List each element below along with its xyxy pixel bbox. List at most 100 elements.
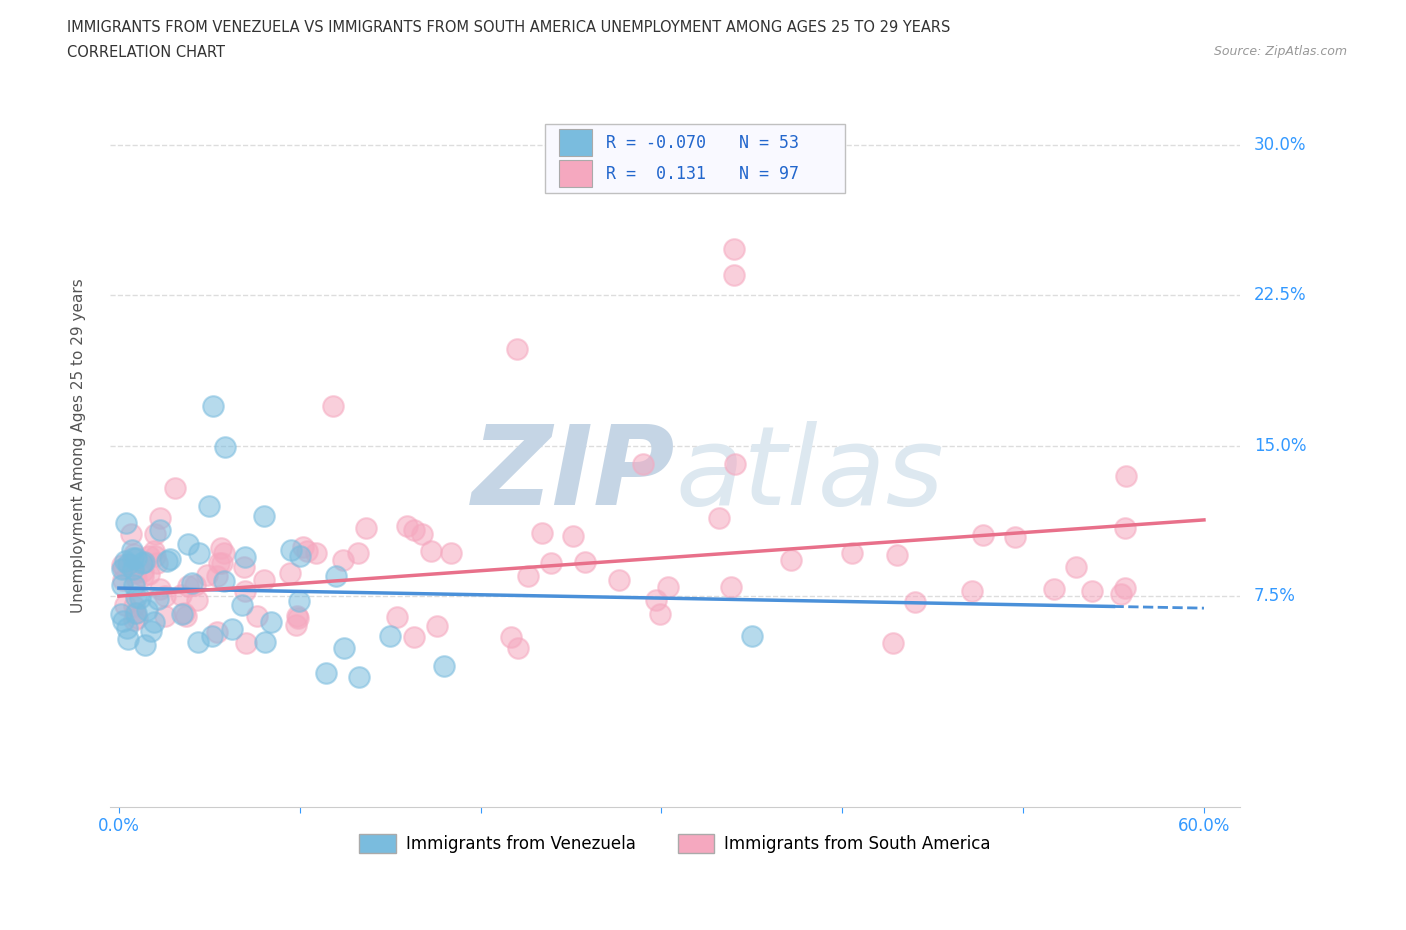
- Point: [212, 574, 235, 589]
- Point: [188, 546, 211, 561]
- Point: [111, 562, 134, 577]
- Point: [562, 528, 585, 543]
- Point: [174, 608, 197, 623]
- Point: [205, 625, 228, 640]
- Point: [138, 566, 160, 581]
- Text: 22.5%: 22.5%: [1254, 286, 1306, 304]
- Text: CORRELATION CHART: CORRELATION CHART: [67, 45, 225, 60]
- Bar: [558, 160, 592, 187]
- Point: [201, 398, 224, 413]
- Point: [440, 546, 463, 561]
- Point: [127, 611, 149, 626]
- Y-axis label: Unemployment Among Ages 25 to 29 years: Unemployment Among Ages 25 to 29 years: [72, 278, 86, 613]
- Point: [138, 549, 160, 564]
- Point: [187, 634, 209, 649]
- Point: [648, 606, 671, 621]
- Point: [122, 612, 145, 627]
- Point: [212, 546, 235, 561]
- Point: [201, 629, 224, 644]
- Point: [153, 608, 176, 623]
- Point: [295, 543, 318, 558]
- Point: [260, 615, 283, 630]
- Point: [125, 589, 148, 604]
- Text: N = 53: N = 53: [740, 134, 800, 152]
- Point: [291, 540, 314, 555]
- Text: IMMIGRANTS FROM VENEZUELA VS IMMIGRANTS FROM SOUTH AMERICA UNEMPLOYMENT AMONG AG: IMMIGRANTS FROM VENEZUELA VS IMMIGRANTS …: [67, 20, 950, 35]
- Point: [284, 618, 307, 632]
- Text: 30.0%: 30.0%: [1254, 136, 1306, 153]
- Legend: Immigrants from Venezuela, Immigrants from South America: Immigrants from Venezuela, Immigrants fr…: [353, 827, 997, 859]
- Point: [1004, 529, 1026, 544]
- Point: [233, 550, 256, 565]
- Point: [305, 546, 328, 561]
- Point: [214, 440, 236, 455]
- Point: [173, 605, 195, 620]
- Point: [120, 526, 142, 541]
- Point: [233, 559, 256, 574]
- Point: [886, 547, 908, 562]
- Point: [145, 556, 167, 571]
- Point: [411, 526, 433, 541]
- Point: [165, 481, 187, 496]
- Point: [122, 599, 145, 614]
- Point: [1109, 586, 1132, 601]
- Text: R =  0.131: R = 0.131: [606, 165, 706, 182]
- Point: [128, 591, 150, 605]
- Point: [574, 555, 596, 570]
- Point: [322, 399, 344, 414]
- Point: [136, 602, 159, 617]
- Point: [221, 621, 243, 636]
- Point: [404, 522, 426, 537]
- Point: [143, 526, 166, 541]
- Point: [112, 572, 135, 587]
- Point: [516, 569, 538, 584]
- Point: [121, 543, 143, 558]
- Point: [122, 546, 145, 561]
- Point: [112, 560, 135, 575]
- Point: [235, 635, 257, 650]
- Point: [288, 549, 311, 564]
- Point: [148, 592, 170, 607]
- Point: [278, 566, 301, 581]
- Point: [231, 598, 253, 613]
- Point: [131, 555, 153, 570]
- Point: [132, 568, 155, 583]
- Point: [332, 552, 354, 567]
- Point: [253, 572, 276, 587]
- Point: [125, 605, 148, 620]
- Point: [285, 609, 308, 624]
- Point: [112, 613, 135, 628]
- Point: [325, 568, 347, 583]
- Text: Source: ZipAtlas.com: Source: ZipAtlas.com: [1213, 45, 1347, 58]
- Text: N = 97: N = 97: [740, 165, 800, 182]
- Point: [395, 519, 418, 534]
- Point: [972, 527, 994, 542]
- Point: [186, 592, 208, 607]
- Point: [170, 606, 193, 621]
- Point: [707, 511, 730, 525]
- Point: [841, 546, 863, 561]
- Point: [184, 578, 207, 592]
- Point: [143, 544, 166, 559]
- Point: [252, 509, 274, 524]
- Point: [385, 610, 408, 625]
- Point: [143, 615, 166, 630]
- Point: [149, 511, 172, 525]
- Point: [779, 552, 801, 567]
- Point: [724, 457, 747, 472]
- Point: [506, 342, 529, 357]
- Point: [531, 525, 554, 540]
- Point: [134, 637, 156, 652]
- Point: [117, 556, 139, 571]
- Point: [1043, 581, 1066, 596]
- Point: [195, 567, 218, 582]
- Point: [124, 565, 146, 580]
- Point: [114, 554, 136, 569]
- Point: [149, 581, 172, 596]
- Point: [1114, 580, 1136, 595]
- Point: [315, 666, 337, 681]
- Point: [720, 579, 742, 594]
- Point: [644, 592, 666, 607]
- Point: [198, 498, 221, 513]
- Point: [354, 521, 377, 536]
